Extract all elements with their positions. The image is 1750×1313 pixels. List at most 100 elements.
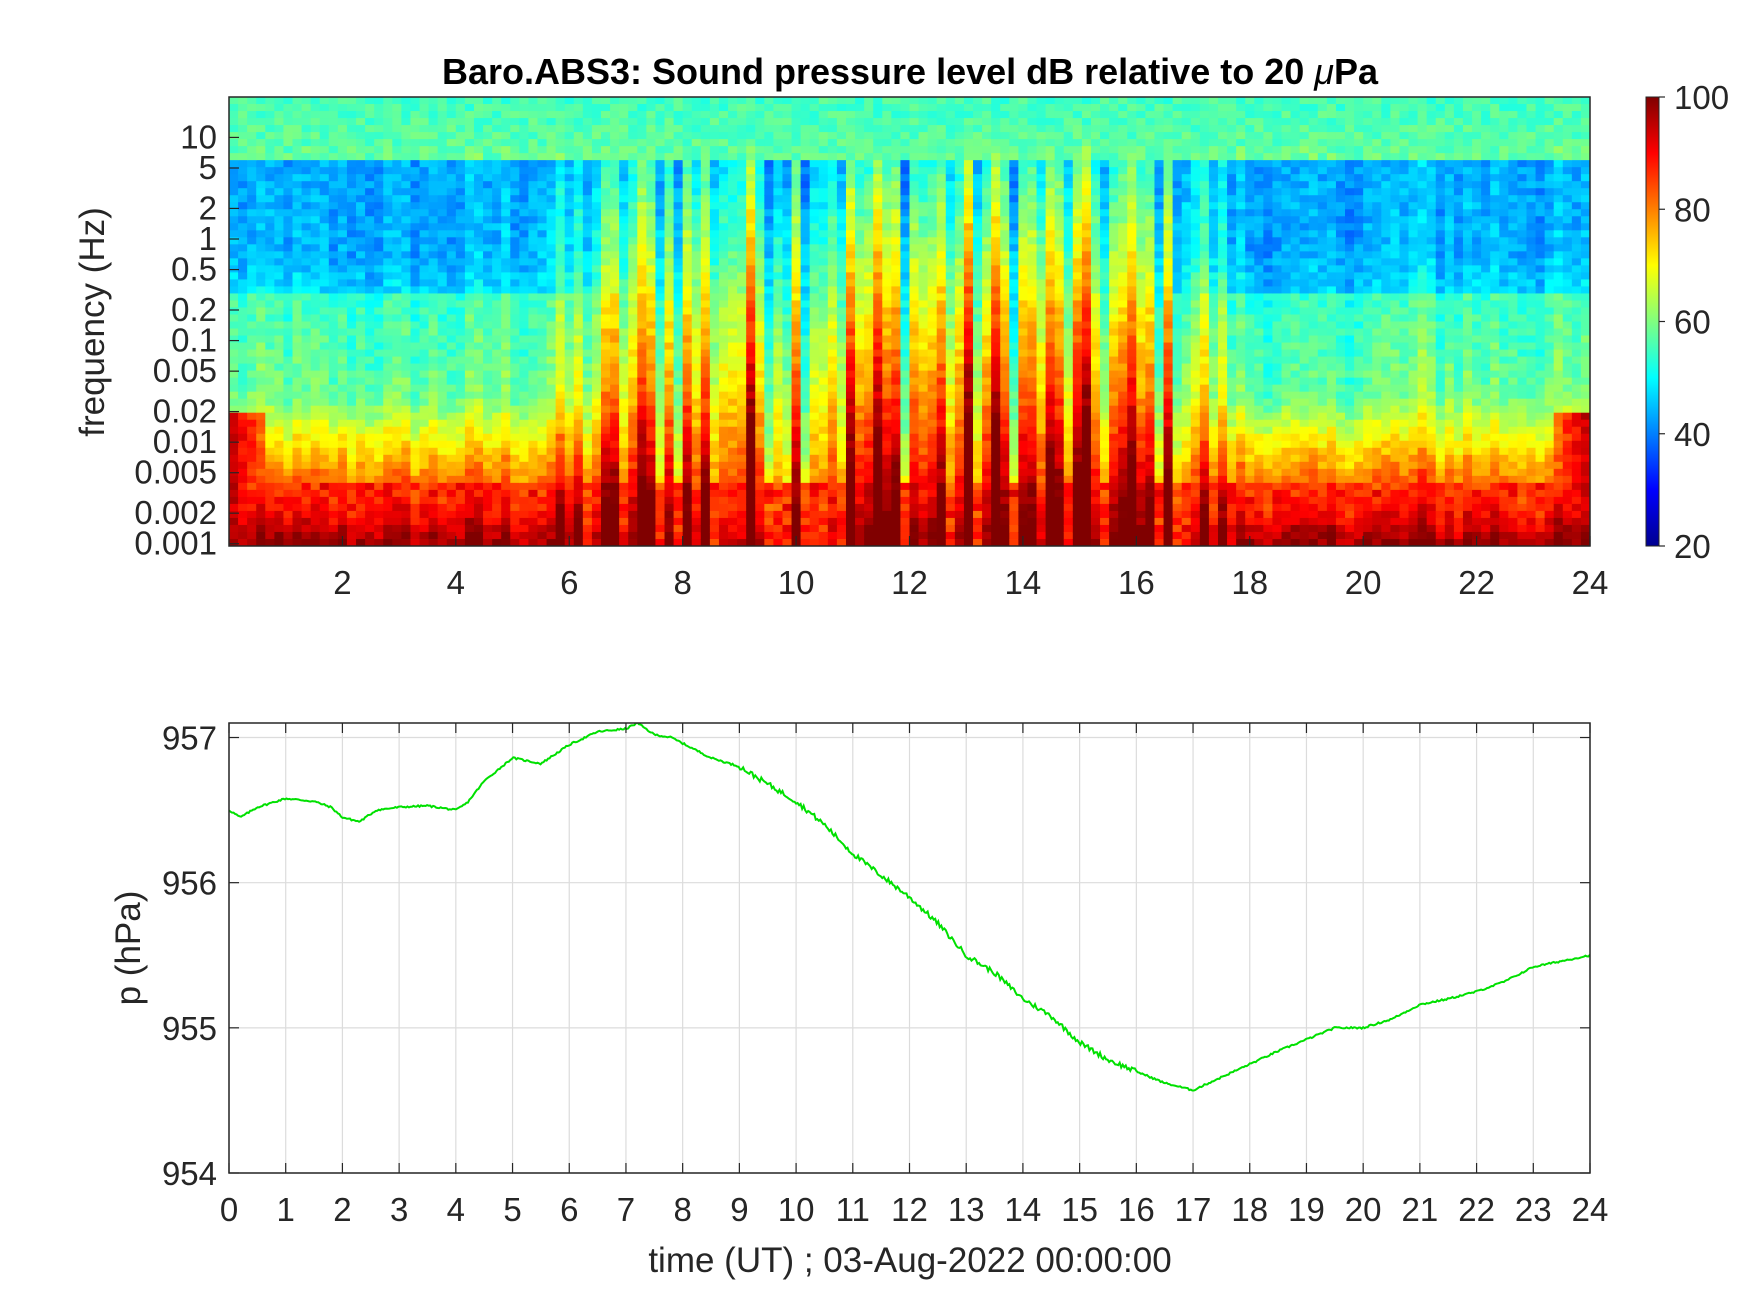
spectrogram-cell bbox=[610, 538, 620, 546]
spectrogram-cell bbox=[319, 118, 330, 126]
spectrogram-cell bbox=[319, 412, 330, 421]
spectrogram-cell bbox=[310, 503, 321, 512]
spectrogram-cell bbox=[501, 489, 511, 498]
spectrogram-cell bbox=[700, 538, 711, 546]
spectrogram-cell bbox=[873, 111, 883, 119]
spectrogram-cell bbox=[265, 132, 275, 140]
spectrogram-cell bbox=[247, 538, 257, 546]
spectrogram-cell bbox=[737, 496, 747, 505]
spectrogram-cell bbox=[918, 104, 929, 112]
spectrogram-cell bbox=[337, 328, 348, 337]
spectrogram-cell bbox=[800, 286, 811, 295]
spectrogram-cell bbox=[410, 300, 421, 309]
spectrogram-cell bbox=[428, 97, 439, 105]
spectrogram-cell bbox=[410, 377, 421, 386]
spectrogram-cell bbox=[864, 475, 874, 484]
spectrogram-cell bbox=[428, 244, 439, 252]
spectrogram-cell bbox=[900, 503, 911, 512]
spectrogram-cell bbox=[682, 405, 693, 414]
spectrogram-cell bbox=[891, 468, 902, 477]
spectrogram-cell bbox=[755, 293, 765, 302]
spectrogram-cell bbox=[791, 440, 802, 449]
spectrogram-cell bbox=[700, 216, 711, 224]
spectrogram-cell bbox=[337, 510, 348, 519]
spectrogram-cell bbox=[882, 174, 892, 182]
spectrogram-cell bbox=[927, 314, 938, 323]
spectrogram-cell bbox=[610, 188, 620, 196]
spectrogram-cell bbox=[873, 104, 883, 112]
spectrogram-cell bbox=[737, 398, 747, 407]
spectrogram-cell bbox=[646, 118, 657, 126]
spectrogram-cell bbox=[836, 223, 847, 231]
spectrogram-cell bbox=[845, 181, 856, 189]
spectrogram-cell bbox=[791, 258, 802, 266]
spectrogram-cell bbox=[374, 286, 384, 295]
spectrogram-cell bbox=[546, 181, 557, 189]
spectrogram-cell bbox=[855, 202, 865, 210]
spectrogram-cell bbox=[582, 279, 593, 288]
spectrogram-cell bbox=[537, 510, 548, 519]
spectrogram-cell bbox=[283, 349, 294, 358]
spectrogram-cell bbox=[283, 398, 294, 407]
spectrogram-cell bbox=[401, 104, 412, 112]
spectrogram-cell bbox=[882, 265, 892, 273]
spectrogram-cell bbox=[809, 454, 820, 463]
spectrogram-cell bbox=[673, 391, 684, 400]
spectrogram-cell bbox=[655, 482, 666, 491]
spectrogram-cell bbox=[782, 272, 793, 281]
spectrogram-cell bbox=[356, 468, 366, 477]
spectrogram-cell bbox=[446, 412, 457, 421]
spectrogram-cell bbox=[764, 237, 774, 245]
spectrogram-cell bbox=[537, 342, 548, 351]
spectrogram-cell bbox=[673, 97, 684, 105]
spectrogram-cell bbox=[328, 307, 339, 316]
spectrogram-cell bbox=[401, 496, 412, 505]
spectrogram-cell bbox=[383, 167, 393, 175]
spectrogram-cell bbox=[555, 209, 566, 217]
spectrogram-cell bbox=[455, 195, 466, 203]
spectrogram-cell bbox=[410, 447, 421, 456]
spectrogram-cell bbox=[691, 321, 702, 330]
spectrogram-cell bbox=[782, 139, 793, 147]
spectrogram-cell bbox=[546, 454, 557, 463]
spectrogram-cell bbox=[909, 440, 920, 449]
spectrogram-cell bbox=[809, 475, 820, 484]
spectrogram-cell bbox=[301, 160, 312, 168]
spectrogram-cell bbox=[628, 489, 638, 498]
spectrogram-cell bbox=[555, 216, 566, 224]
spectrogram-cell bbox=[927, 419, 938, 428]
spectrogram-cell bbox=[809, 174, 820, 182]
spectrogram-cell bbox=[582, 398, 593, 407]
spectrogram-cell bbox=[691, 531, 702, 540]
spectrogram-cell bbox=[383, 258, 393, 266]
spectrogram-cell bbox=[746, 111, 756, 119]
spectrogram-cell bbox=[392, 482, 402, 491]
spectrogram-cell bbox=[827, 433, 838, 442]
spectrogram-cell bbox=[601, 307, 611, 316]
spectrogram-cell bbox=[410, 251, 421, 259]
spectrogram-cell bbox=[328, 188, 339, 196]
spectrogram-cell bbox=[537, 265, 548, 273]
spectrogram-cell bbox=[501, 370, 511, 379]
spectrogram-cell bbox=[510, 209, 520, 217]
spectrogram-cell bbox=[492, 461, 502, 470]
spectrogram-cell bbox=[247, 363, 257, 372]
spectrogram-cell bbox=[392, 433, 402, 442]
spectrogram-cell bbox=[410, 167, 421, 175]
spectrogram-cell bbox=[283, 412, 294, 421]
spectrogram-cell bbox=[229, 125, 239, 133]
spectrogram-cell bbox=[773, 384, 784, 393]
spectrogram-cell bbox=[492, 279, 502, 288]
spectrogram-cell bbox=[691, 279, 702, 288]
spectrogram-cell bbox=[791, 202, 802, 210]
spectrogram-cell bbox=[591, 489, 602, 498]
spectrogram-cell bbox=[256, 328, 266, 337]
spectrogram-cell bbox=[773, 426, 784, 435]
spectrogram-cell bbox=[446, 538, 457, 546]
spectrogram-cell bbox=[764, 328, 774, 337]
spectrogram-cell bbox=[809, 258, 820, 266]
spectrogram-cell bbox=[582, 146, 593, 154]
spectrogram-cell bbox=[791, 174, 802, 182]
spectrogram-cell bbox=[247, 496, 257, 505]
spectrogram-cell bbox=[836, 370, 847, 379]
